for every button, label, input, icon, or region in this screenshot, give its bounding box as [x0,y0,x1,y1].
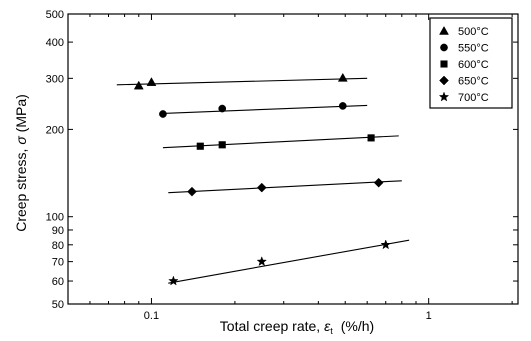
y-axis-title-unit: (MPa) [13,94,29,136]
x-axis-title: Total creep rate, εt (%/h) [220,318,374,336]
markers-layer [133,72,391,286]
x-axis-title-symbol: ε [324,318,331,334]
data-point-500C [146,77,157,86]
data-point-500C [133,80,144,90]
x-axis-title-unit: (%/h) [341,318,374,334]
data-point-600C [196,142,204,150]
data-point-650C [373,177,384,188]
fit-lines-layer [116,77,410,284]
legend-marker-550C [440,43,448,52]
data-point-600C [367,134,375,142]
y-tick-label: 500 [46,9,64,21]
y-tick-label: 300 [46,73,64,85]
x-tick-label: 1 [426,310,432,322]
y-tick-label: 70 [52,257,64,269]
data-point-650C [256,182,267,193]
x-tick-label: 0.1 [144,310,159,322]
legend-label-550C: 550°C [458,43,489,55]
y-tick-label: 200 [46,124,64,136]
y-tick-label: 90 [52,225,64,237]
fit-line-650C [168,180,402,194]
y-tick-label: 100 [46,212,64,224]
data-point-500C [337,72,348,82]
data-point-700C [380,239,391,250]
legend-label-650C: 650°C [458,76,489,88]
data-point-550C [159,110,167,118]
y-tick-label: 50 [52,299,64,311]
data-point-650C [187,186,197,197]
data-point-600C [218,141,226,149]
fit-line-700C [168,239,410,284]
y-axis-title: Creep stress, σ (MPa) [13,94,29,232]
legend-label-600C: 600°C [458,59,489,71]
legend-marker-500C [439,25,449,35]
legend-marker-650C [439,75,449,86]
fit-line-550C [162,104,368,115]
legend-label-500C: 500°C [458,26,489,38]
data-point-550C [338,102,347,110]
legend-marker-600C [440,60,448,68]
legend-label-700C: 700°C [458,92,489,104]
data-point-700C [168,275,179,286]
y-tick-label: 80 [52,240,64,252]
y-tick-label: 400 [46,37,64,49]
plot-area [67,13,519,305]
y-axis-title-symbol: σ [13,136,29,145]
fit-line-500C [116,77,368,86]
y-axis-title-main: Creep stress, [13,145,29,232]
x-axis-title-main: Total creep rate, [220,318,324,334]
legend-marker-700C [438,91,450,102]
data-point-550C [218,104,227,113]
y-tick-label: 60 [52,276,64,288]
x-axis-title-sub: t [330,326,333,336]
data-point-700C [256,256,268,267]
legend: 500°C 550°C 600°C 650°C 700°C [429,17,513,109]
